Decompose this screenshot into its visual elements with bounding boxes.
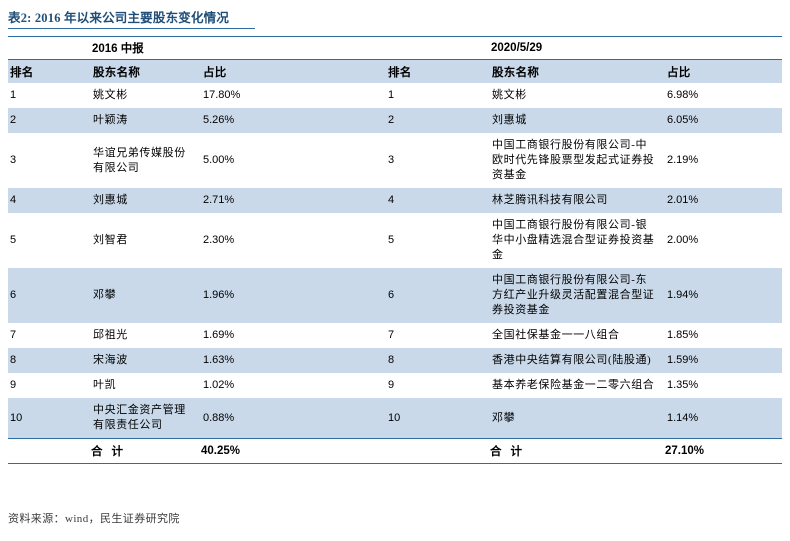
row-name-right: 中国工商银行股份有限公司-东方红产业升级灵活配置混合型证券投资基金 xyxy=(490,268,665,323)
total-label-right: 合计 xyxy=(490,439,665,464)
table-bottom-rule xyxy=(8,463,782,464)
row-rank-right: 2 xyxy=(386,108,490,133)
row-rank-left: 8 xyxy=(8,348,91,373)
group-label-left: 2016 中报 xyxy=(91,37,386,60)
row-name-left: 中央汇金资产管理有限责任公司 xyxy=(91,398,201,439)
row-pct-left: 2.30% xyxy=(201,213,386,268)
row-pct-right: 1.94% xyxy=(665,268,782,323)
table-row: 2 叶颖涛 5.26% 2 刘惠城 6.05% xyxy=(8,108,782,133)
total-spacer-left xyxy=(8,439,91,464)
row-pct-right: 1.59% xyxy=(665,348,782,373)
table-row: 9 叶凯 1.02% 9 基本养老保险基金一二零六组合 1.35% xyxy=(8,373,782,398)
row-name-left: 叶颖涛 xyxy=(91,108,201,133)
row-rank-left: 6 xyxy=(8,268,91,323)
row-pct-left: 1.69% xyxy=(201,323,386,348)
total-label-left: 合计 xyxy=(91,439,201,464)
column-header-rank-left: 排名 xyxy=(8,60,91,83)
row-pct-right: 1.14% xyxy=(665,398,782,439)
row-rank-left: 5 xyxy=(8,213,91,268)
row-pct-left: 1.96% xyxy=(201,268,386,323)
row-name-left: 叶凯 xyxy=(91,373,201,398)
row-pct-left: 0.88% xyxy=(201,398,386,439)
row-name-left: 刘惠城 xyxy=(91,188,201,213)
table-title-block: 表2: 2016 年以来公司主要股东变化情况 xyxy=(8,10,768,29)
row-rank-right: 5 xyxy=(386,213,490,268)
column-header-name-left: 股东名称 xyxy=(91,60,201,83)
row-name-left: 刘智君 xyxy=(91,213,201,268)
row-rank-right: 1 xyxy=(386,83,490,108)
row-rank-left: 3 xyxy=(8,133,91,188)
row-pct-right: 2.19% xyxy=(665,133,782,188)
row-rank-right: 8 xyxy=(386,348,490,373)
table-row: 7 邱祖光 1.69% 7 全国社保基金一一八组合 1.85% xyxy=(8,323,782,348)
row-rank-right: 7 xyxy=(386,323,490,348)
table-row: 4 刘惠城 2.71% 4 林芝腾讯科技有限公司 2.01% xyxy=(8,188,782,213)
row-pct-left: 17.80% xyxy=(201,83,386,108)
row-rank-right: 10 xyxy=(386,398,490,439)
row-rank-right: 3 xyxy=(386,133,490,188)
table-top-rule xyxy=(8,36,782,37)
group-header-row: 2016 中报 2020/5/29 xyxy=(8,37,782,60)
column-header-pct-left: 占比 xyxy=(201,60,386,83)
row-rank-right: 6 xyxy=(386,268,490,323)
row-name-left: 邓攀 xyxy=(91,268,201,323)
row-name-right: 邓攀 xyxy=(490,398,665,439)
group-header-spacer-left xyxy=(8,37,91,60)
table-row: 10 中央汇金资产管理有限责任公司 0.88% 10 邓攀 1.14% xyxy=(8,398,782,439)
row-name-right: 中国工商银行股份有限公司-中欧时代先锋股票型发起式证券投资基金 xyxy=(490,133,665,188)
row-pct-left: 5.00% xyxy=(201,133,386,188)
row-rank-right: 9 xyxy=(386,373,490,398)
group-label-right: 2020/5/29 xyxy=(490,37,782,60)
row-pct-right: 6.98% xyxy=(665,83,782,108)
row-pct-left: 2.71% xyxy=(201,188,386,213)
page-title: 表2: 2016 年以来公司主要股东变化情况 xyxy=(8,11,230,25)
row-name-right: 中国工商银行股份有限公司-银华中小盘精选混合型证券投资基金 xyxy=(490,213,665,268)
table-row: 5 刘智君 2.30% 5 中国工商银行股份有限公司-银华中小盘精选混合型证券投资基金 2… xyxy=(8,213,782,268)
row-pct-right: 6.05% xyxy=(665,108,782,133)
row-pct-right: 1.85% xyxy=(665,323,782,348)
column-header-rank-right: 排名 xyxy=(386,60,490,83)
row-name-left: 华谊兄弟传媒股份有限公司 xyxy=(91,133,201,188)
row-rank-left: 7 xyxy=(8,323,91,348)
row-pct-left: 1.63% xyxy=(201,348,386,373)
row-name-left: 宋海波 xyxy=(91,348,201,373)
table-row: 3 华谊兄弟传媒股份有限公司 5.00% 3 中国工商银行股份有限公司-中欧时代先锋股票… xyxy=(8,133,782,188)
row-name-right: 基本养老保险基金一二零六组合 xyxy=(490,373,665,398)
row-pct-right: 2.01% xyxy=(665,188,782,213)
row-pct-left: 1.02% xyxy=(201,373,386,398)
column-header-name-right: 股东名称 xyxy=(490,60,665,83)
total-spacer-right xyxy=(386,439,490,464)
row-rank-left: 1 xyxy=(8,83,91,108)
row-name-right: 香港中央结算有限公司(陆股通) xyxy=(490,348,665,373)
row-pct-right: 2.00% xyxy=(665,213,782,268)
source-note: 资料来源：wind，民生证券研究院 xyxy=(8,513,180,525)
total-value-left: 40.25% xyxy=(201,439,386,464)
row-rank-left: 9 xyxy=(8,373,91,398)
column-header-pct-right: 占比 xyxy=(665,60,782,83)
total-value-right: 27.10% xyxy=(665,439,782,464)
row-name-right: 姚文彬 xyxy=(490,83,665,108)
column-header-row: 排名 股东名称 占比 排名 股东名称 占比 xyxy=(8,60,782,83)
row-rank-right: 4 xyxy=(386,188,490,213)
row-name-left: 姚文彬 xyxy=(91,83,201,108)
group-header-spacer-right xyxy=(386,37,490,60)
row-name-left: 邱祖光 xyxy=(91,323,201,348)
table-row: 1 姚文彬 17.80% 1 姚文彬 6.98% xyxy=(8,83,782,108)
row-rank-left: 4 xyxy=(8,188,91,213)
title-underline xyxy=(8,28,255,29)
table-header-rule xyxy=(8,59,782,60)
row-name-right: 全国社保基金一一八组合 xyxy=(490,323,665,348)
row-pct-left: 5.26% xyxy=(201,108,386,133)
table-total-rule xyxy=(8,438,782,439)
total-row: 合计 40.25% 合计 27.10% xyxy=(8,439,782,464)
row-pct-right: 1.35% xyxy=(665,373,782,398)
row-rank-left: 10 xyxy=(8,398,91,439)
table-row: 8 宋海波 1.63% 8 香港中央结算有限公司(陆股通) 1.59% xyxy=(8,348,782,373)
row-name-right: 林芝腾讯科技有限公司 xyxy=(490,188,665,213)
row-rank-left: 2 xyxy=(8,108,91,133)
shareholder-comparison-table: 2016 中报 2020/5/29 排名 股东名称 占比 排名 股东名称 占比 … xyxy=(8,36,782,464)
row-name-right: 刘惠城 xyxy=(490,108,665,133)
table-row: 6 邓攀 1.96% 6 中国工商银行股份有限公司-东方红产业升级灵活配置混合型证券投资… xyxy=(8,268,782,323)
